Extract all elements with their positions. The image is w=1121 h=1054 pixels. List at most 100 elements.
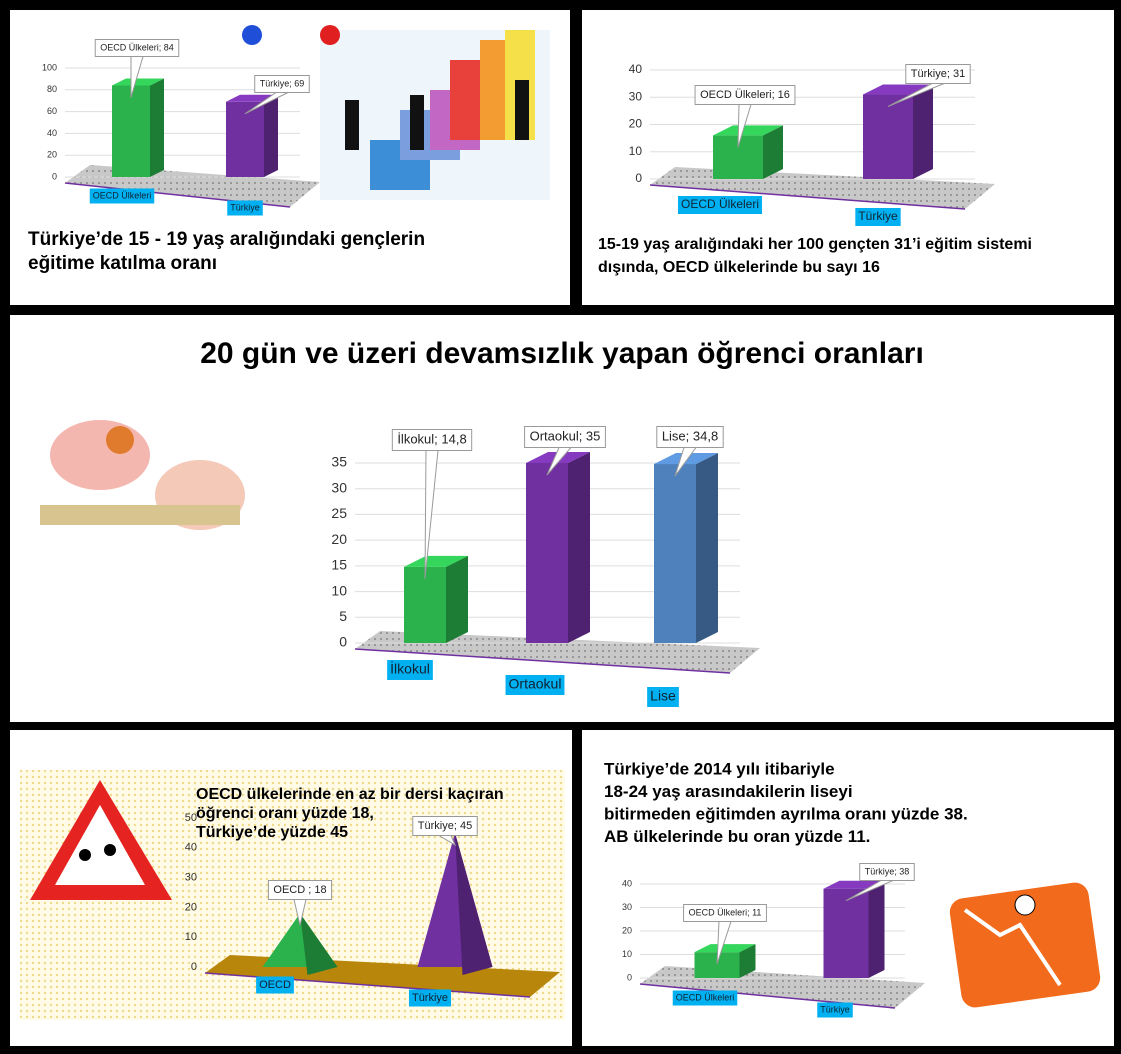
bar-top [713,125,783,136]
caption-line: Türkiye’de 15 - 19 yaş aralığındaki genç… [28,229,425,250]
floor [355,631,760,673]
y-tick-label: 80 [47,84,57,94]
pyramid-side [455,832,493,975]
x-tick-label: OECD Ülkeleri [681,197,759,211]
caption-line: OECD ülkelerinde en az bir dersi kaçıran [196,786,504,803]
label-pointer [424,450,439,579]
dropout-icon [949,882,1101,1008]
y-tick-label: 30 [629,89,643,103]
bar [226,101,264,177]
y-tick-label: 60 [47,106,57,116]
panel [582,10,1114,305]
y-tick-label: 30 [331,479,347,495]
category-box [505,675,565,695]
caption-line: Türkiye’de yüzde 45 [196,824,348,841]
y-tick-label: 10 [629,144,643,158]
caption-line: AB ülkelerinde bu oran yüzde 11. [604,827,870,846]
caption-line: bitirmeden eğitimden ayrılma oranı yüzde… [604,804,968,823]
caption-line: Türkiye’de 2014 yılı itibariyle [604,759,835,778]
label-pointer [845,880,894,902]
y-tick-label: 100 [42,62,57,72]
category-box [256,976,294,994]
y-tick-label: 40 [47,128,57,138]
bar [863,94,913,179]
x-tick-label: Türkiye [820,1004,850,1014]
chart-title: 20 gün ve üzeri devamsızlık yapan öğrenc… [200,337,924,370]
y-tick-label: 0 [52,171,57,181]
category-box [387,660,433,680]
x-tick-label: Türkiye [230,202,260,212]
caption-line: 18-24 yaş arasındakilerin liseyi [604,782,853,801]
caption-line: öğrenci oranı yüzde 18, [196,805,374,822]
data-label: OECD Ülkeleri; 16 [700,89,790,101]
x-tick-label: İlkokul [390,660,430,677]
y-tick-label: 40 [622,878,632,888]
caption-line: eğitime katılma oranı [28,253,217,274]
data-label: Türkiye; 45 [418,820,472,832]
y-tick-label: 25 [331,505,347,521]
x-tick-label: OECD Ülkeleri [93,190,152,200]
axis-line [649,184,966,210]
label-pointer [546,447,573,476]
x-tick-label: Lise [650,688,676,704]
data-label: OECD ; 18 [273,884,326,896]
category-box [89,188,155,204]
label-pointer [674,447,697,477]
bar-side [446,555,468,643]
y-tick-label: 0 [339,634,347,650]
category-box [227,200,263,216]
pyramid-side [300,913,338,975]
bar-side [739,944,756,978]
bar-side [568,452,590,643]
y-tick-label: 40 [185,842,197,854]
caption-line: dışında, OECD ülkelerinde bu sayı 16 [598,259,880,276]
category-box [408,989,452,1007]
label-pointer [716,921,732,965]
y-tick-label: 20 [185,901,197,913]
bar [404,566,446,643]
label-pointer [130,56,144,98]
data-label: OECD Ülkeleri; 84 [100,42,174,52]
y-tick-label: 40 [629,62,643,76]
y-tick-label: 20 [47,150,57,160]
bar [526,463,568,643]
data-label: Türkiye; 31 [911,68,965,80]
axis-line [354,648,731,674]
label-pointer [293,899,307,926]
y-tick-label: 5 [339,608,347,624]
bar-side [913,84,933,179]
label-pointer [244,92,289,115]
category-box [817,1002,853,1018]
y-tick-label: 50 [185,812,197,824]
data-label: Lise; 34,8 [662,428,718,443]
y-tick-label: 0 [635,171,642,185]
y-tick-label: 10 [185,931,197,943]
x-tick-label: OECD Ülkeleri [676,992,735,1002]
data-label: OECD Ülkeleri; 11 [689,907,762,917]
bar-top [404,555,468,567]
y-tick-label: 30 [185,872,197,884]
y-tick-label: 0 [191,961,197,973]
label-pointer [887,83,945,107]
y-tick-label: 10 [622,949,632,959]
bar-side [696,453,718,643]
y-tick-label: 35 [331,454,347,470]
y-tick-label: 20 [622,925,632,935]
bar-top [823,880,885,889]
category-box [677,196,763,214]
data-label: İlkokul; 14,8 [397,431,466,446]
x-tick-label: OECD [259,979,291,991]
data-label: Türkiye; 38 [865,866,910,876]
bar-top [112,78,164,86]
x-tick-label: Türkiye [412,992,448,1004]
bar-side [868,880,885,978]
category-box [855,208,901,226]
x-tick-label: Türkiye [858,209,898,223]
bar-side [763,125,783,179]
warning-sign [30,780,172,900]
bar-side [150,78,164,177]
bar-top [694,944,756,953]
data-label: Türkiye; 69 [260,78,305,88]
bar [654,464,696,643]
